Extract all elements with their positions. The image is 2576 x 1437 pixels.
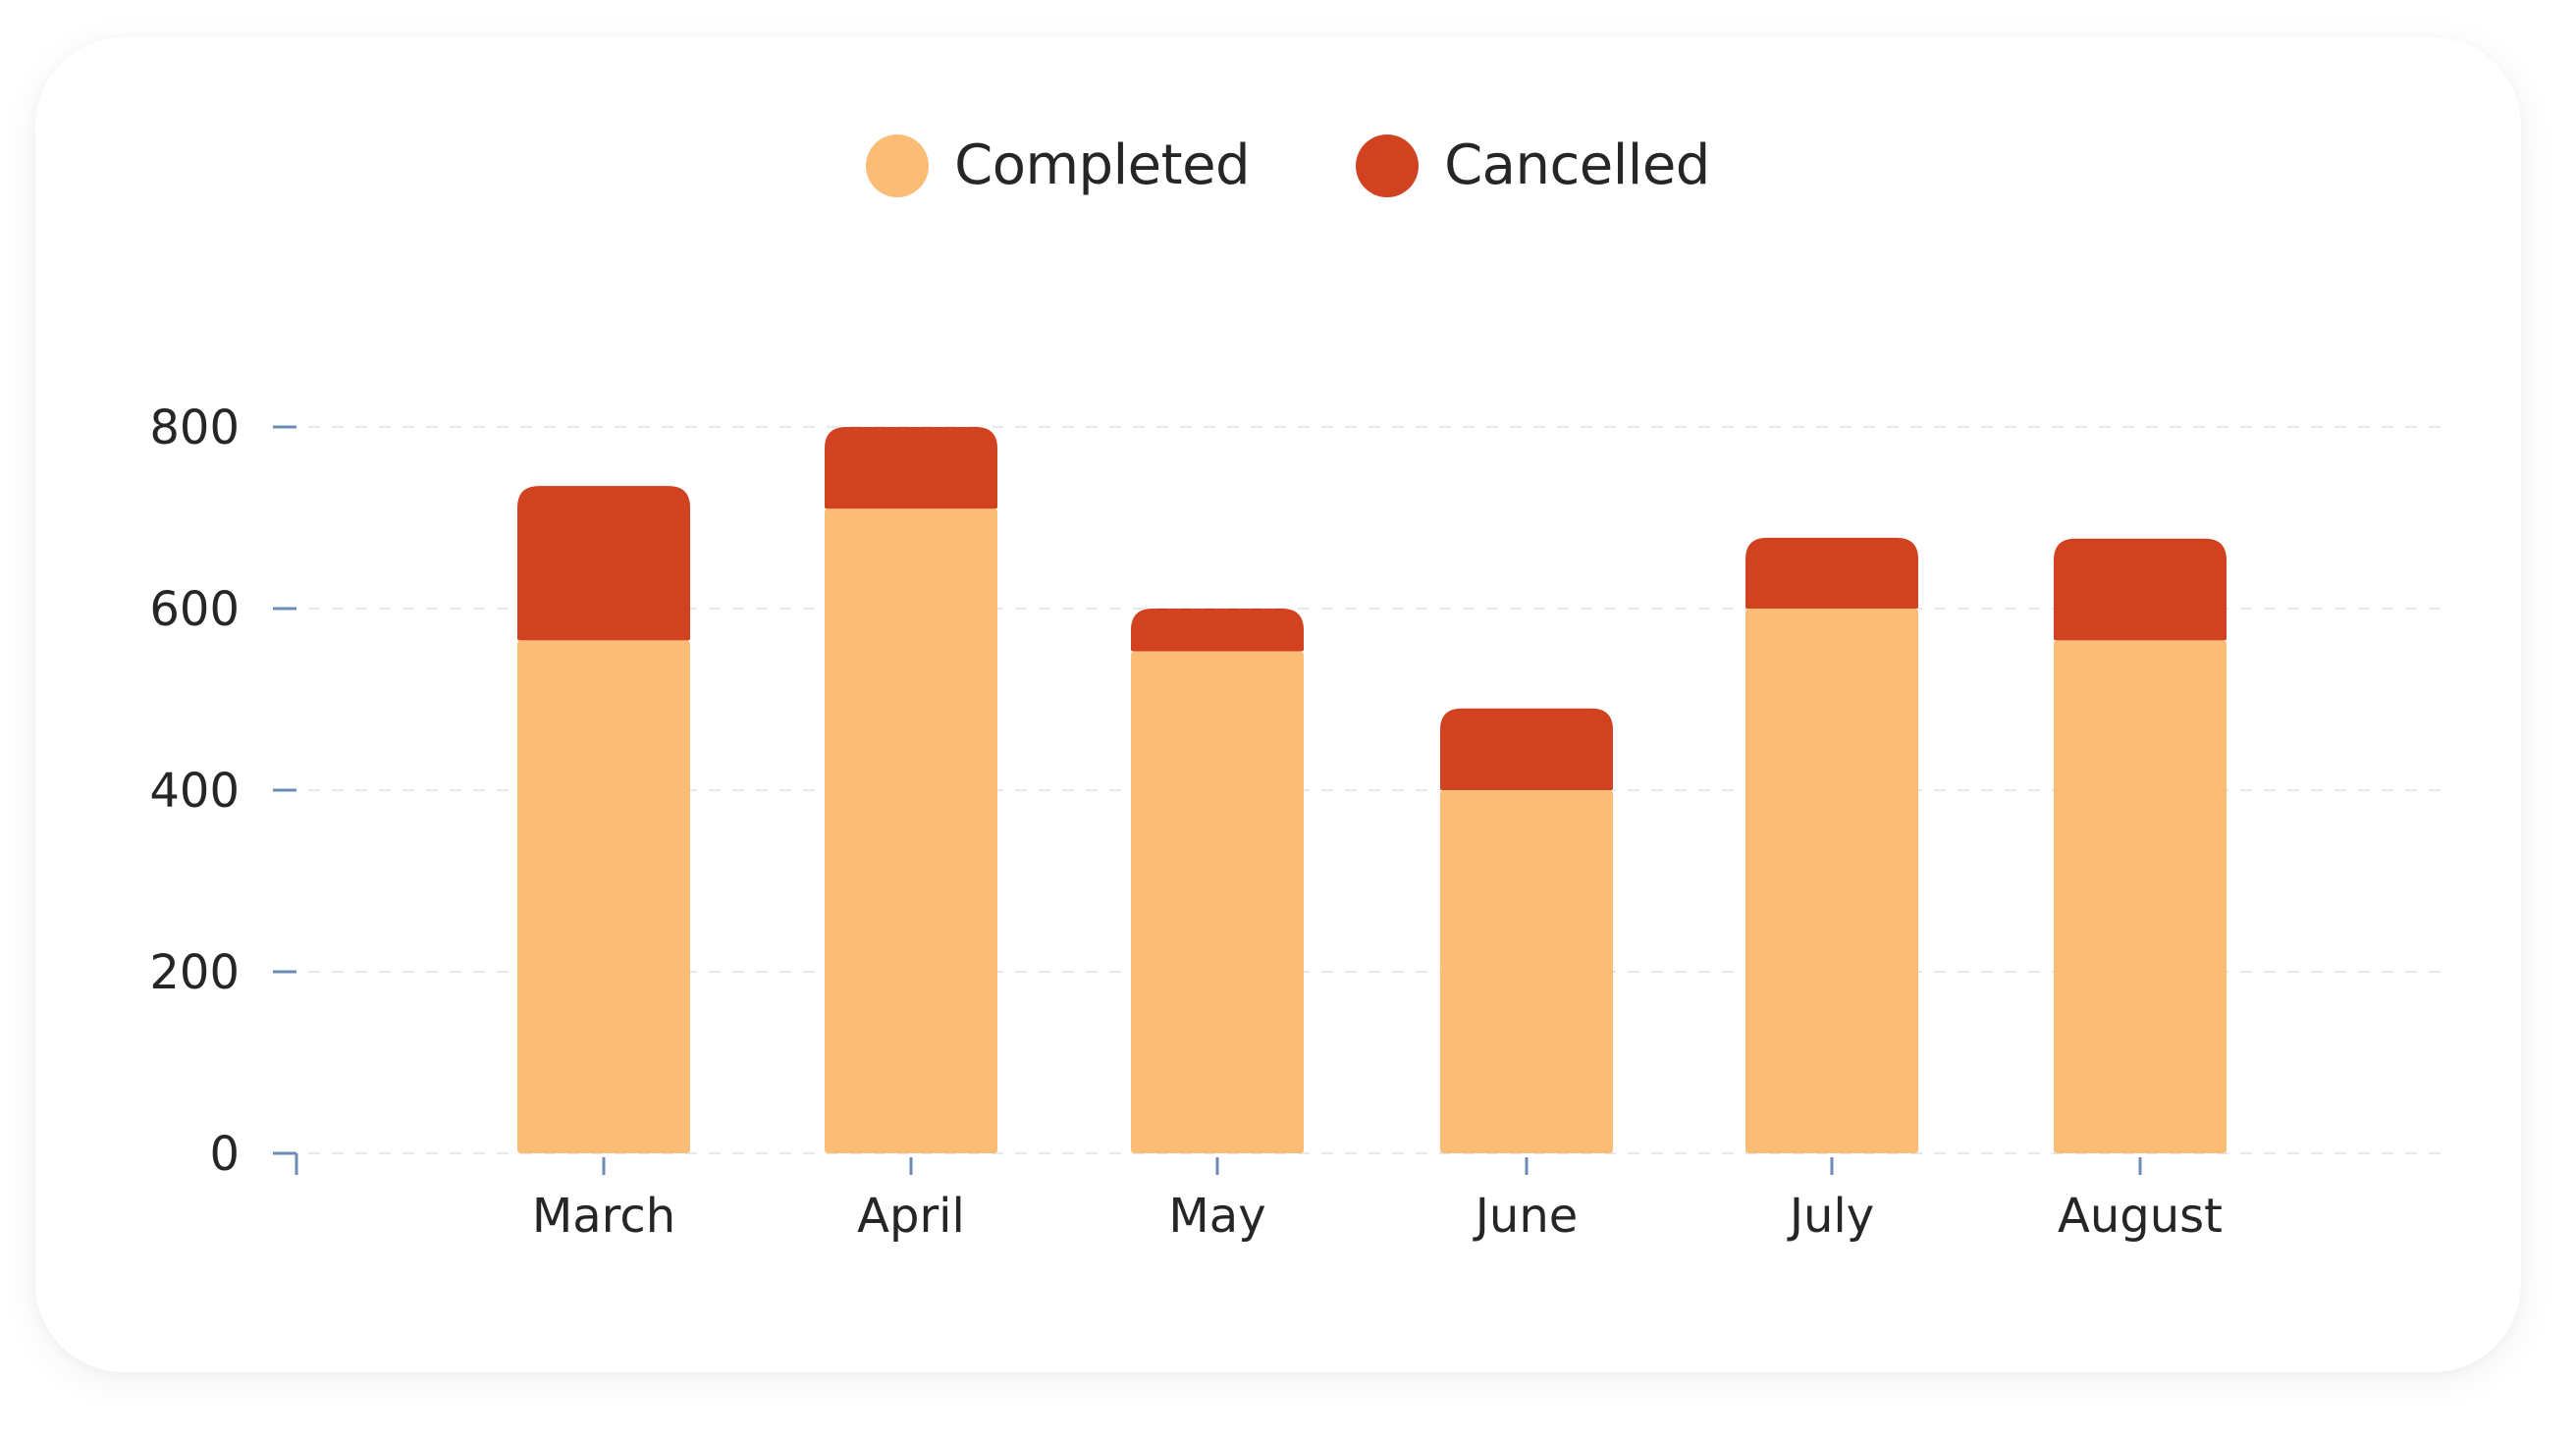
y-tick-label: 800	[149, 400, 240, 455]
x-tick-label: August	[2058, 1189, 2223, 1244]
bar-completed-august[interactable]	[2054, 640, 2227, 1153]
bar-cancelled-june[interactable]	[1440, 708, 1613, 790]
bar-completed-may[interactable]	[1131, 651, 1304, 1153]
y-axis: 0 200 400 600 800	[149, 400, 296, 1182]
y-tick-label: 0	[209, 1127, 240, 1182]
x-tick-label: May	[1168, 1189, 1265, 1244]
bar-completed-april[interactable]	[825, 508, 997, 1153]
x-tick-label: March	[532, 1189, 675, 1244]
legend-label-completed: Completed	[954, 133, 1251, 197]
y-tick-label: 600	[149, 582, 240, 637]
bar-cancelled-march[interactable]	[517, 486, 690, 641]
x-tick-label: June	[1473, 1189, 1579, 1244]
bar-completed-june[interactable]	[1440, 790, 1613, 1153]
legend: Completed Cancelled	[0, 133, 2576, 197]
y-tick-label: 200	[149, 945, 240, 1000]
bar-cancelled-july[interactable]	[1745, 537, 1918, 609]
legend-item-cancelled[interactable]: Cancelled	[1356, 133, 1710, 197]
x-tick-label: July	[1787, 1189, 1874, 1244]
bar-cancelled-august[interactable]	[2054, 538, 2227, 641]
legend-label-cancelled: Cancelled	[1444, 133, 1710, 197]
bar-completed-march[interactable]	[517, 640, 690, 1153]
bar-cancelled-april[interactable]	[825, 427, 997, 509]
x-tick-label: April	[857, 1189, 965, 1244]
legend-item-completed[interactable]: Completed	[866, 133, 1251, 197]
bar-completed-july[interactable]	[1745, 609, 1918, 1153]
x-axis: March April May June July August	[295, 1153, 2223, 1244]
legend-swatch-completed	[866, 133, 930, 197]
y-tick-label: 400	[149, 764, 240, 819]
legend-swatch-cancelled	[1356, 133, 1420, 197]
bars	[517, 427, 2227, 1153]
bar-cancelled-may[interactable]	[1131, 609, 1304, 652]
